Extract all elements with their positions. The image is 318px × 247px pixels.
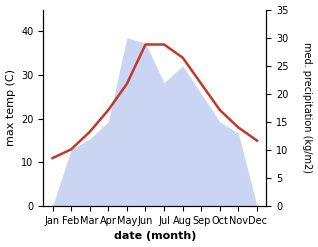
- Y-axis label: med. precipitation (kg/m2): med. precipitation (kg/m2): [302, 42, 313, 173]
- Y-axis label: max temp (C): max temp (C): [5, 69, 16, 146]
- X-axis label: date (month): date (month): [114, 231, 196, 242]
